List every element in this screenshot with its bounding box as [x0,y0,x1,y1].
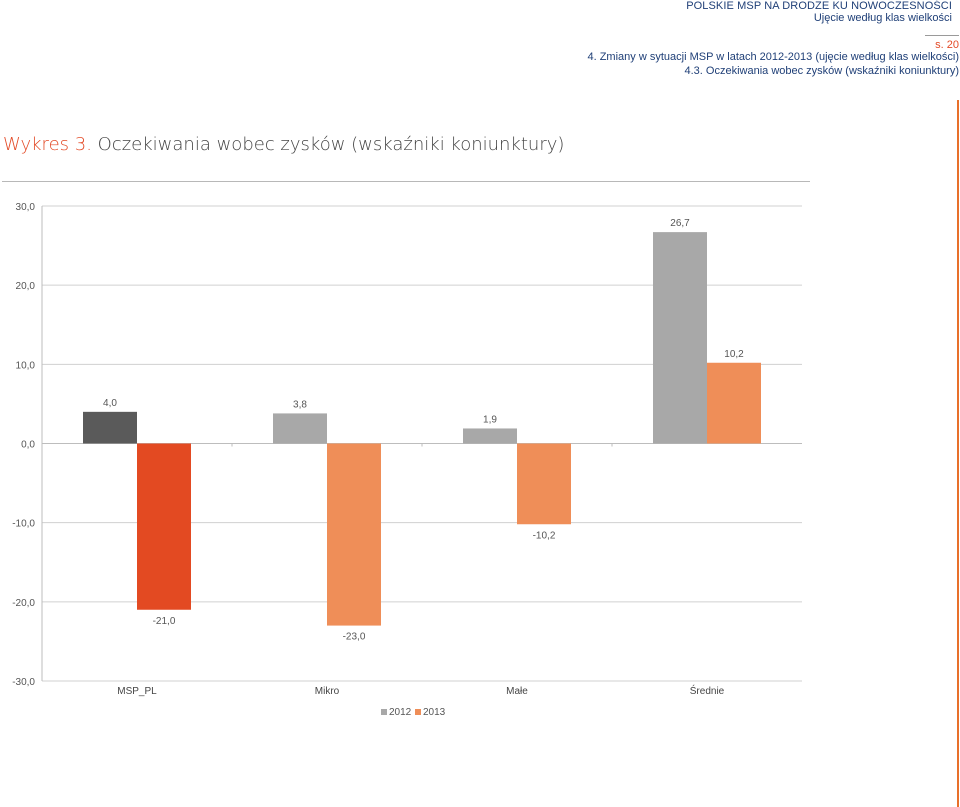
report-subtitle: Ujęcie według klas wielkości [813,12,952,24]
legend-swatch [381,709,387,715]
figure-caption: Oczekiwania wobec zysków (wskaźniki koni… [97,134,565,155]
section-heading: 4. Zmiany w sytuacji MSP w latach 2012-2… [587,51,959,63]
category-label: Średnie [690,684,725,697]
legend-label: 2013 [423,707,446,718]
data-label: 10,2 [724,349,744,360]
bar-2013-Mikro [327,443,381,626]
bar-2012-MSP_PL [83,411,137,444]
category-label: MSP_PL [117,686,157,697]
data-label: 3,8 [293,399,307,410]
data-label: 4,0 [103,398,117,409]
page-number: s. 20 [935,39,959,51]
bar-chart: 30,0 20,0 10,0 0,0 -10,0 -20,0 -30,0 4,0 -21,0 MS… [12,202,802,718]
bar-2013-Małe [517,443,571,525]
category-label: Małe [506,686,528,697]
bar-2013-Średnie [707,362,761,444]
legend-swatch [415,709,421,715]
data-label: -23,0 [343,632,366,643]
bar-2013-MSP_PL [137,443,191,610]
category-label: Mikro [315,686,340,697]
figure-label: Wykres 3. [3,134,92,155]
data-label: -10,2 [533,530,556,541]
y-tick-label: 20,0 [16,281,36,292]
y-tick-label: -10,0 [12,519,35,530]
header-divider [925,35,959,36]
bar-2012-Mikro [273,413,327,444]
subsection-heading: 4.3. Oczekiwania wobec zysków (wskaźniki… [684,65,960,77]
y-tick-label: -30,0 [12,677,35,688]
y-tick-label: 10,0 [16,360,36,371]
y-tick-label: -20,0 [12,598,35,609]
bar-2012-Średnie [653,232,707,444]
legend-label: 2012 [389,707,412,718]
bar-2012-Małe [463,428,517,444]
y-tick-label: 0,0 [21,440,35,451]
data-label: 1,9 [483,414,497,425]
side-accent-rule [957,100,959,807]
data-label: 26,7 [670,218,690,229]
figure-title: Wykres 3. Oczekiwania wobec zysków (wska… [3,134,564,155]
data-label: -21,0 [153,616,176,627]
title-divider [2,181,810,182]
y-tick-label: 30,0 [16,202,36,213]
report-title: POLSKIE MSP NA DRODZE KU NOWOCZESNOŚCI [686,0,952,12]
